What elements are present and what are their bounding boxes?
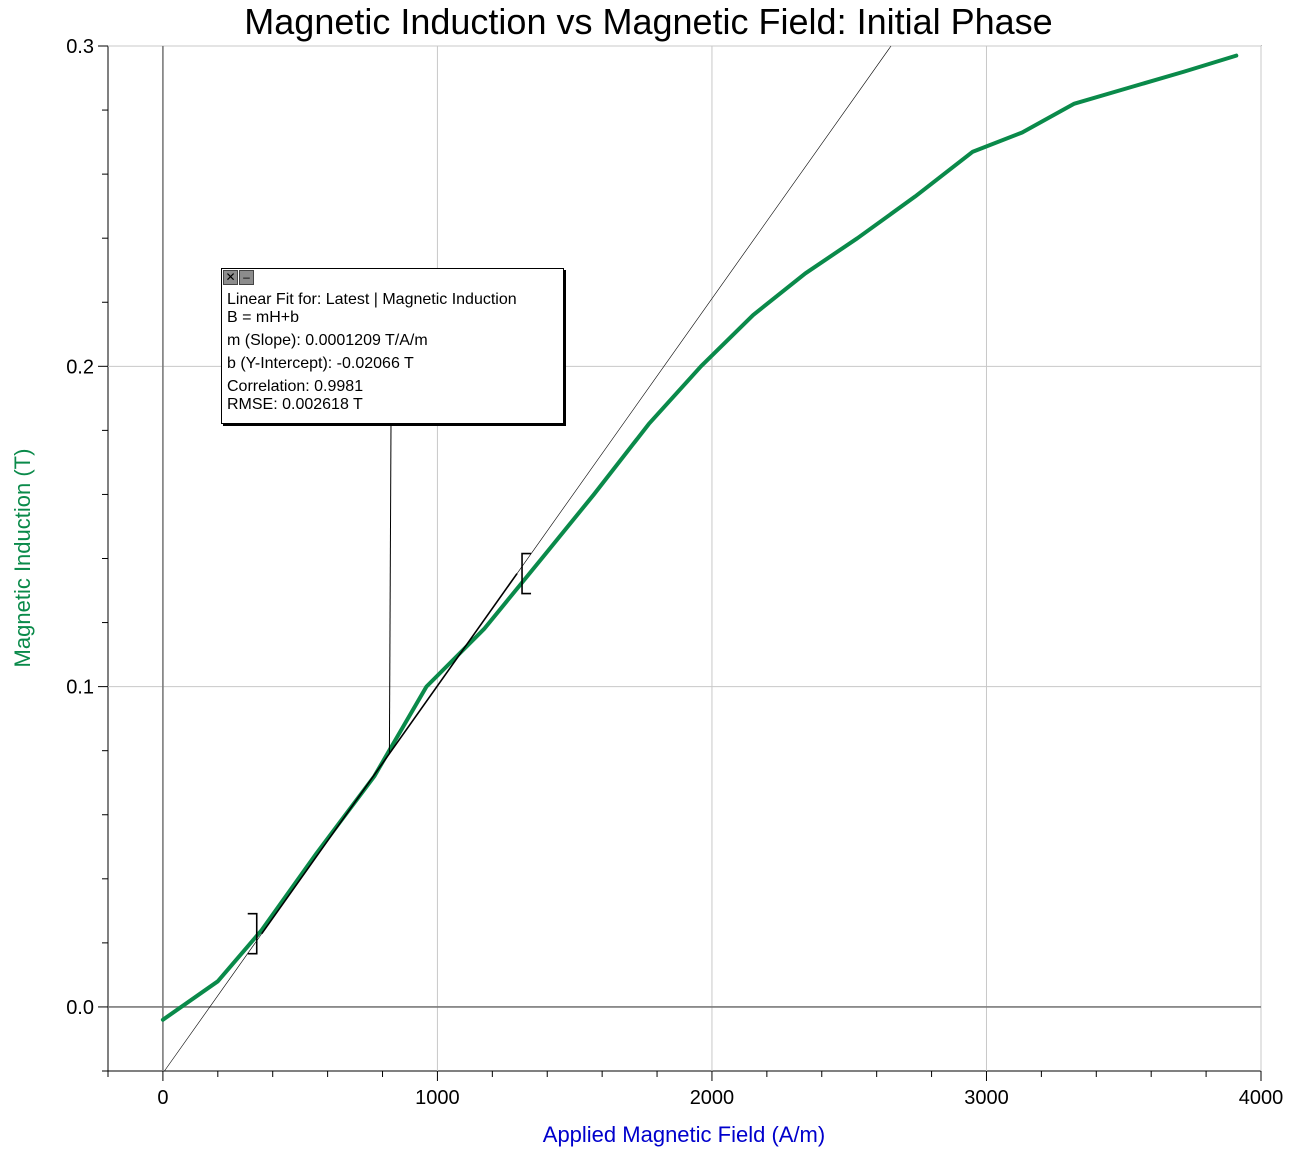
plot-frame xyxy=(107,45,1262,1072)
fit-slope: m (Slope): 0.0001209 T/A/m xyxy=(227,332,428,349)
annotation-leader-line xyxy=(388,422,392,754)
series-line xyxy=(160,53,1239,1022)
fit-layer[interactable] xyxy=(247,422,532,955)
fit-intercept: b (Y-Intercept): -0.02066 T xyxy=(227,355,414,372)
fit-equation: B = mH+b xyxy=(227,309,300,326)
fit-rmse: RMSE: 0.002618 T xyxy=(227,396,363,413)
series-layer xyxy=(160,53,1239,1022)
minimize-icon[interactable]: – xyxy=(239,270,254,285)
ticks xyxy=(98,45,1262,1081)
close-icon[interactable]: ✕ xyxy=(223,270,238,285)
x-tick-label: 1000 xyxy=(415,1087,460,1109)
y-axis-label: Magnetic Induction (T) xyxy=(10,449,35,668)
linear-fit-annotation[interactable]: ✕ – Linear Fit for: Latest | Magnetic Ind… xyxy=(221,268,564,424)
fit-bracket-start xyxy=(247,912,258,955)
fit-correlation: Correlation: 0.9981 xyxy=(227,378,364,395)
y-tick-label: 0.3 xyxy=(66,36,94,58)
annotation-controls: ✕ – xyxy=(223,270,255,286)
x-axis-label: Applied Magnetic Field (A/m) xyxy=(543,1122,825,1147)
y-tick-label: 0.0 xyxy=(66,997,94,1019)
y-tick-label: 0.1 xyxy=(66,677,94,699)
y-tick-label: 0.2 xyxy=(66,356,94,378)
x-tick-label: 0 xyxy=(157,1087,168,1109)
x-tick-label: 4000 xyxy=(1239,1087,1284,1109)
tick-labels: 0 1000 2000 3000 4000 0.0 0.1 0.2 0.3 xyxy=(66,36,1283,1109)
fit-title: Linear Fit for: Latest | Magnetic Induct… xyxy=(227,291,517,308)
chart-title: Magnetic Induction vs Magnetic Field: In… xyxy=(244,1,1053,42)
grid xyxy=(108,45,1262,1071)
fit-bracket-end xyxy=(521,552,532,595)
x-tick-label: 2000 xyxy=(690,1087,735,1109)
axes xyxy=(108,46,1261,1071)
x-tick-label: 3000 xyxy=(964,1087,1009,1109)
